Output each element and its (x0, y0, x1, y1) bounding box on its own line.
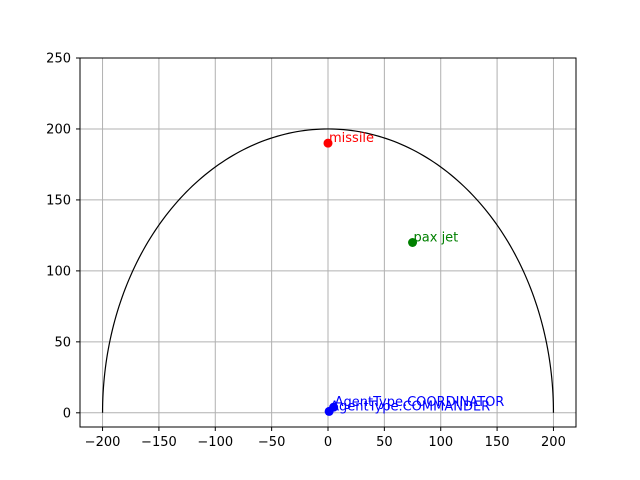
point-label: pax jet (414, 231, 459, 246)
boundary-layer (101, 128, 555, 413)
x-axis: −200 −150 −100 −50 0 50 100 150 200 (85, 427, 566, 450)
x-tick-label: 200 (541, 435, 566, 450)
point-label: AgentType.COORDINATOR (335, 395, 505, 410)
data-points: missile pax jet AgentType.COORDINATORAgent… (323, 131, 505, 416)
range-semicircle (101, 128, 555, 413)
x-tick-label: 0 (324, 435, 332, 450)
point-label: AgentType.COMMANDER (330, 399, 490, 414)
y-tick-label: 0 (63, 406, 71, 421)
x-tick-label: −200 (85, 435, 121, 450)
y-axis: 0 50 100 150 200 250 (46, 52, 80, 421)
point-label: missile (329, 131, 374, 146)
point-marker (324, 406, 334, 416)
x-tick-label: −100 (197, 435, 233, 450)
x-tick-label: −50 (258, 435, 285, 450)
x-tick-label: 100 (428, 435, 453, 450)
point-marker (323, 138, 333, 148)
y-tick-label: 250 (46, 52, 71, 67)
point-marker (408, 238, 418, 247)
y-tick-label: 100 (46, 264, 71, 279)
x-tick-label: 150 (485, 435, 510, 450)
x-tick-label: −150 (141, 435, 177, 450)
y-tick-label: 50 (54, 335, 71, 350)
y-tick-label: 200 (46, 122, 71, 137)
x-tick-label: 50 (376, 435, 393, 450)
y-tick-label: 150 (46, 193, 71, 208)
